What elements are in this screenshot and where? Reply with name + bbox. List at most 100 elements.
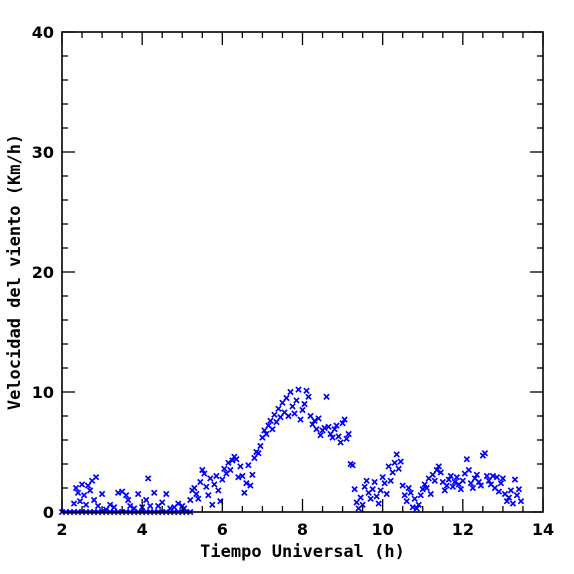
- data-point: [503, 497, 511, 505]
- data-point: [359, 501, 366, 509]
- data-point: [263, 430, 270, 438]
- data-point: [413, 505, 420, 512]
- data-point: [351, 485, 358, 493]
- data-point: [241, 489, 248, 497]
- data-point: [309, 421, 316, 428]
- data-point: [195, 495, 202, 503]
- data-point: [235, 473, 242, 481]
- data-point: [106, 501, 114, 509]
- data-point: [379, 473, 386, 481]
- data-point: [331, 425, 338, 433]
- data-point: [209, 501, 216, 509]
- data-point: [483, 472, 491, 480]
- data-point: [273, 418, 280, 426]
- data-point: [317, 431, 324, 439]
- x-tick-label: 10: [372, 520, 394, 539]
- data-point: [505, 494, 513, 501]
- data-point: [287, 388, 294, 396]
- data-point: [134, 490, 142, 498]
- data-point: [463, 455, 471, 463]
- data-point: [415, 501, 422, 509]
- x-tick-label: 2: [56, 520, 67, 539]
- data-point: [481, 449, 489, 457]
- x-tick-label: 12: [452, 520, 474, 539]
- data-point: [513, 491, 521, 499]
- data-point: [477, 482, 485, 489]
- data-point: [321, 424, 328, 432]
- data-point: [459, 477, 467, 485]
- data-point: [285, 412, 292, 420]
- data-point: [233, 455, 240, 463]
- data-point: [489, 472, 497, 480]
- data-point: [453, 473, 461, 481]
- data-point: [469, 484, 477, 492]
- data-point: [303, 387, 310, 395]
- y-tick-label: 10: [32, 383, 54, 402]
- data-point: [251, 454, 258, 462]
- data-point: [429, 471, 436, 479]
- data-point: [405, 484, 412, 492]
- data-point: [267, 417, 274, 425]
- data-point: [323, 393, 330, 401]
- data-point: [305, 393, 312, 401]
- data-point: [457, 485, 465, 493]
- data-point: [515, 485, 523, 493]
- data-point: [293, 397, 300, 404]
- data-point: [295, 386, 302, 393]
- data-point: [437, 469, 444, 476]
- data-point: [377, 487, 384, 494]
- data-point: [423, 484, 430, 492]
- data-point: [349, 461, 356, 469]
- data-point: [493, 473, 501, 481]
- x-tick-label: 6: [217, 520, 228, 539]
- data-point: [325, 423, 332, 431]
- data-point: [441, 487, 448, 494]
- data-point: [275, 405, 282, 413]
- data-point: [307, 412, 314, 420]
- data-point: [315, 415, 322, 422]
- data-point: [447, 472, 455, 480]
- y-axis-label: Velocidad del viento (Km/h): [5, 134, 25, 410]
- data-point: [247, 482, 254, 489]
- data-point: [257, 442, 264, 450]
- plot-frame: [61, 31, 544, 513]
- data-point: [144, 475, 152, 482]
- data-point: [397, 458, 404, 465]
- data-point: [269, 425, 276, 433]
- data-point: [499, 475, 507, 482]
- data-point: [485, 477, 493, 485]
- data-point: [245, 461, 252, 469]
- data-point: [443, 482, 451, 489]
- data-point: [92, 473, 100, 481]
- data-point: [507, 487, 515, 494]
- x-axis-label: Tiempo Universal (h): [200, 542, 405, 562]
- data-point: [167, 505, 174, 512]
- data-point: [187, 496, 194, 504]
- x-tick-label: 4: [137, 520, 148, 539]
- data-point: [337, 439, 344, 446]
- data-point: [367, 495, 374, 503]
- y-tick-labels: 0 10 20 30 40: [32, 23, 54, 522]
- y-tick-label: 20: [32, 263, 54, 282]
- data-point: [159, 499, 166, 506]
- data-point: [90, 496, 98, 504]
- data-point: [146, 502, 154, 510]
- data-point: [243, 479, 250, 487]
- data-point: [76, 497, 84, 505]
- data-point: [385, 463, 392, 470]
- data-point: [255, 449, 262, 457]
- data-point: [163, 490, 170, 498]
- data-point: [193, 490, 200, 498]
- data-point: [74, 489, 82, 497]
- data-point: [203, 483, 210, 491]
- data-point: [363, 477, 370, 485]
- data-point: [431, 477, 438, 485]
- data-point: [213, 472, 220, 480]
- data-point: [80, 491, 88, 499]
- data-point: [419, 485, 426, 493]
- data-point: [249, 471, 256, 479]
- data-point: [445, 476, 453, 483]
- data-point: [433, 466, 440, 474]
- data-point: [150, 489, 158, 497]
- data-point: [451, 478, 459, 486]
